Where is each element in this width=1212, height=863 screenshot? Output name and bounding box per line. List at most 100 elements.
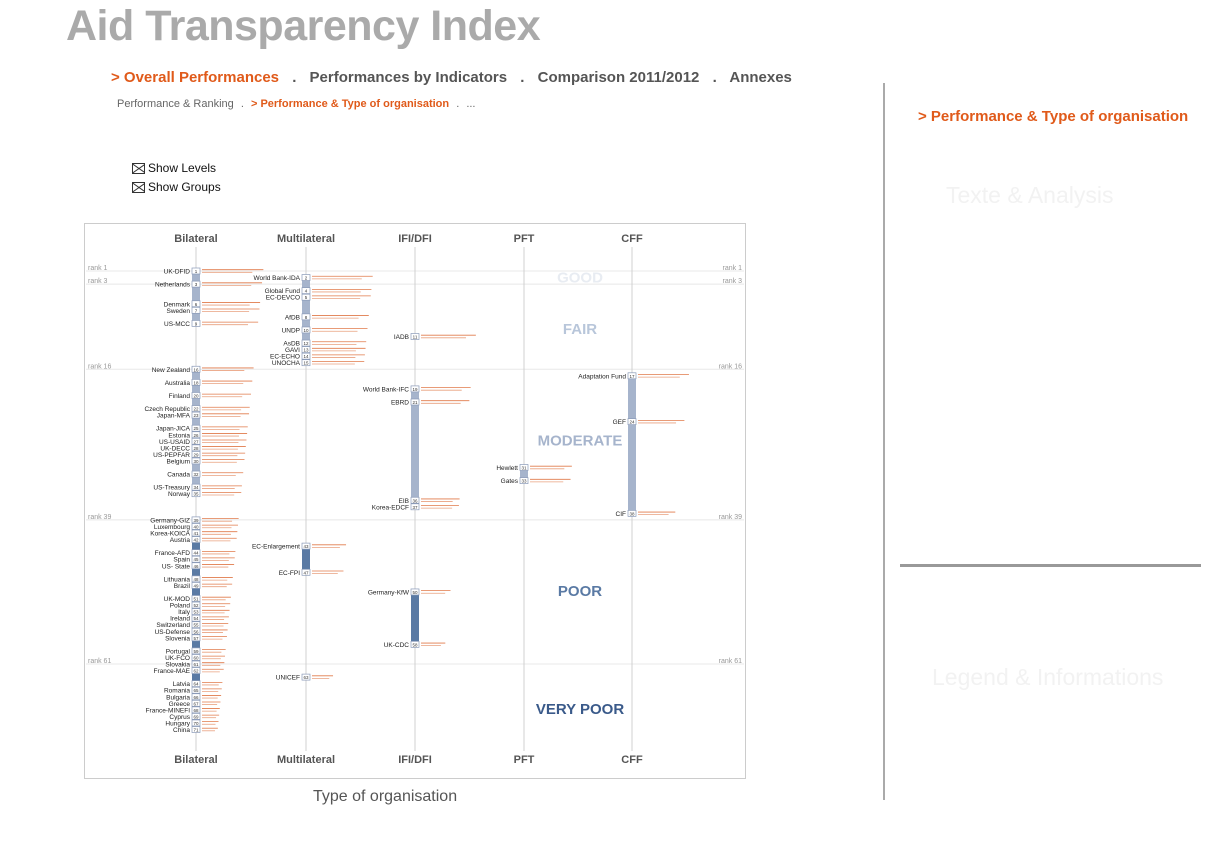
- nav-performances-by-indicators[interactable]: Performances by Indicators: [309, 69, 508, 86]
- subnav-performance-type[interactable]: > Performance & Type of organisation: [250, 98, 450, 110]
- legend-info-panel[interactable]: Legend & Informations: [932, 664, 1164, 690]
- rank-box: [191, 621, 201, 629]
- rank-box: [191, 437, 201, 445]
- text-analysis-panel[interactable]: Texte & Analysis: [946, 182, 1114, 208]
- rank-box: [191, 483, 201, 491]
- rank-label-left: rank 39: [88, 514, 111, 521]
- rank-number: 26: [193, 433, 199, 438]
- organisation-label: Czech Republic: [144, 406, 190, 413]
- organisation-label: Denmark: [164, 301, 191, 308]
- nav-comparison[interactable]: Comparison 2011/2012: [537, 69, 700, 86]
- rank-number: 36: [412, 498, 418, 503]
- rank-box: [191, 660, 201, 668]
- rank-number: 48: [193, 577, 199, 582]
- organisation-label: Belgium: [167, 458, 190, 465]
- rank-box: [191, 562, 201, 570]
- rank-box: [191, 706, 201, 714]
- rank-box: [191, 582, 201, 589]
- rank-box: [627, 418, 637, 425]
- checkbox-icon[interactable]: [132, 181, 145, 193]
- organisation-label: Hungary: [165, 720, 190, 727]
- checkbox-icon[interactable]: [132, 162, 145, 174]
- rank-number: 20: [193, 393, 199, 398]
- organisation-label: Romania: [164, 688, 190, 695]
- subnav-performance-ranking[interactable]: Performance & Ranking: [117, 98, 234, 110]
- organisation-chart: rank 1 rank 1 rank 3 rank 3 rank 16 rank 16 ra…: [84, 223, 746, 779]
- rank-label-right: rank 61: [719, 658, 742, 665]
- rank-number: 41: [193, 531, 199, 536]
- rank-box: [191, 634, 201, 642]
- organisation-label: Norway: [168, 491, 191, 498]
- rank-box: [410, 333, 420, 340]
- organisation-label: UK-DFID: [164, 269, 191, 276]
- rank-box: [410, 588, 420, 596]
- rank-number: 32: [193, 472, 199, 477]
- group-bar: [192, 516, 200, 667]
- organisation-label: Cyprus: [169, 714, 190, 721]
- rank-number: 64: [193, 682, 199, 687]
- organisation-label: Japan-JICA: [156, 426, 191, 433]
- rank-box: [191, 280, 201, 288]
- rank-number: 4: [305, 289, 308, 294]
- rank-box: [191, 424, 201, 432]
- nav-overall-performances[interactable]: > Overall Performances: [111, 69, 280, 86]
- rank-number: 62: [193, 669, 199, 674]
- column-header-top: Bilateral: [174, 233, 217, 245]
- rank-box: [410, 503, 420, 511]
- rank-box: [301, 352, 311, 360]
- rank-box: [191, 726, 201, 733]
- rank-box: [191, 379, 201, 386]
- rank-box: [191, 516, 201, 524]
- rank-number: 6: [195, 302, 198, 307]
- rank-box: [301, 359, 311, 367]
- rank-number: 24: [629, 420, 635, 425]
- rank-number: 25: [193, 426, 199, 431]
- rank-box: [191, 549, 201, 556]
- organisation-label: UNDP: [282, 327, 300, 334]
- group-bar: [192, 268, 200, 327]
- nav-separator: .: [292, 69, 297, 86]
- nav-annexes[interactable]: Annexes: [729, 69, 792, 86]
- nav-separator: .: [520, 69, 525, 86]
- organisation-label: New Zealand: [152, 367, 191, 374]
- side-divider: [900, 564, 1201, 567]
- rank-number: 28: [193, 446, 199, 451]
- show-levels-toggle[interactable]: Show Levels: [132, 161, 216, 175]
- rank-box: [191, 555, 201, 563]
- organisation-label: Slovenia: [165, 635, 190, 642]
- organisation-label: World Bank-IDA: [254, 275, 301, 282]
- organisation-label: Switzerland: [156, 622, 190, 629]
- show-groups-label: Show Groups: [148, 180, 221, 194]
- organisation-label: GEF: [613, 419, 626, 426]
- rank-box: [191, 601, 201, 609]
- organisation-label: UK-MOD: [164, 596, 191, 603]
- rank-box: [191, 431, 201, 439]
- organisation-label: Global Fund: [265, 288, 301, 295]
- rank-number: 11: [413, 335, 418, 340]
- organisation-label: US-MCC: [164, 321, 190, 328]
- rank-label-right: rank 16: [719, 363, 742, 370]
- subnav-separator: .: [240, 98, 244, 110]
- rank-box: [191, 654, 201, 661]
- rank-box: [410, 496, 420, 504]
- rank-box: [301, 326, 311, 334]
- group-bar: [628, 372, 636, 517]
- rank-number: 53: [193, 610, 199, 615]
- rank-number: 30: [193, 459, 199, 464]
- level-label: GOOD: [557, 270, 603, 287]
- show-groups-toggle[interactable]: Show Groups: [132, 180, 221, 194]
- organisation-label: Brazil: [174, 583, 191, 590]
- rank-number: 52: [193, 603, 199, 608]
- subnav-more[interactable]: ...: [466, 98, 476, 110]
- rank-number: 27: [193, 439, 199, 444]
- rank-label-right: rank 1: [723, 265, 743, 272]
- rank-box: [191, 490, 201, 498]
- rank-box: [191, 457, 201, 465]
- rank-box: [191, 680, 201, 687]
- rank-box: [301, 287, 311, 295]
- rank-box: [519, 464, 529, 471]
- organisation-label: AfDB: [285, 314, 300, 321]
- rank-number: 56: [193, 629, 199, 634]
- organisation-label: UK-FCO: [165, 655, 190, 662]
- column-header-bottom: Bilateral: [174, 754, 217, 766]
